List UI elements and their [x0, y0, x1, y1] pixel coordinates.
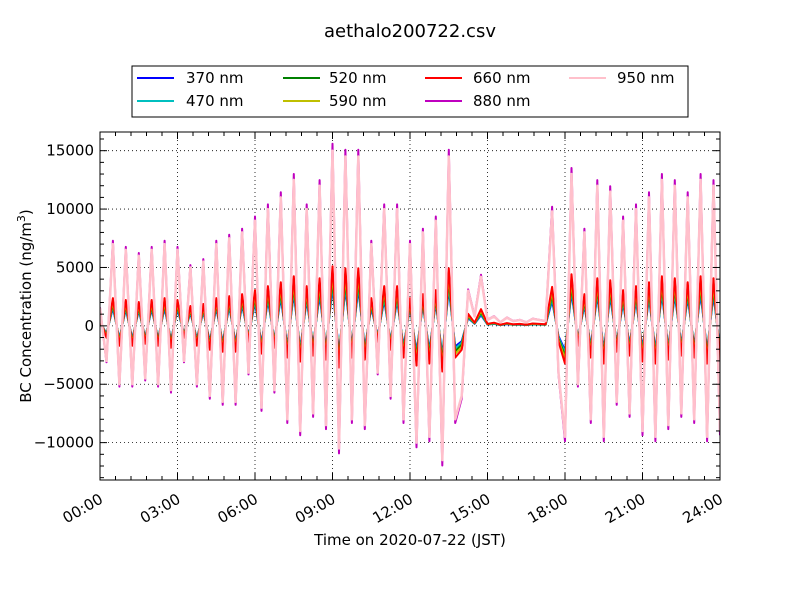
x-tick-label: 18:00	[525, 490, 571, 527]
x-tick-label: 21:00	[602, 490, 648, 527]
series-lines	[100, 142, 720, 467]
series-line-880nm	[100, 142, 720, 467]
x-tick-label: 09:00	[292, 490, 338, 527]
series-line-950nm	[100, 149, 720, 462]
y-axis-label-sup: 3	[15, 215, 28, 222]
y-axis-label-end: )	[17, 209, 35, 215]
legend-label: 470 nm	[186, 92, 244, 110]
legend-box	[131, 65, 689, 118]
y-axis-label-text: BC Concentration (ng/m	[17, 222, 35, 403]
legend: 370 nm 470 nm 520 nm 590 nm 660 nm 880 nm 950 …	[131, 65, 689, 118]
x-tick-label: 24:00	[680, 490, 726, 527]
y-tick-label: 10000	[46, 200, 94, 218]
legend-label: 950 nm	[617, 69, 675, 87]
x-axis-label: Time on 2020-07-22 (JST)	[313, 531, 506, 549]
y-tick-label: 5000	[56, 258, 94, 276]
legend-label: 880 nm	[473, 92, 531, 110]
legend-label: 370 nm	[186, 69, 244, 87]
y-tick-label: −5000	[43, 375, 94, 393]
y-tick-label: 15000	[46, 142, 94, 160]
x-tick-label: 03:00	[137, 490, 183, 527]
chart-title: aethalo200722.csv	[324, 21, 496, 42]
legend-label: 520 nm	[329, 69, 387, 87]
x-tick-label: 00:00	[60, 490, 106, 527]
x-tick-label: 15:00	[447, 490, 493, 527]
legend-label: 590 nm	[329, 92, 387, 110]
series-line-660nm	[100, 265, 720, 373]
x-tick-label: 06:00	[215, 490, 261, 527]
x-tick-label: 12:00	[370, 490, 416, 527]
y-tick-label: −10000	[34, 434, 94, 452]
y-tick-label: 0	[84, 317, 94, 335]
y-axis-label: BC Concentration (ng/m3)	[15, 209, 35, 403]
legend-label: 660 nm	[473, 69, 531, 87]
